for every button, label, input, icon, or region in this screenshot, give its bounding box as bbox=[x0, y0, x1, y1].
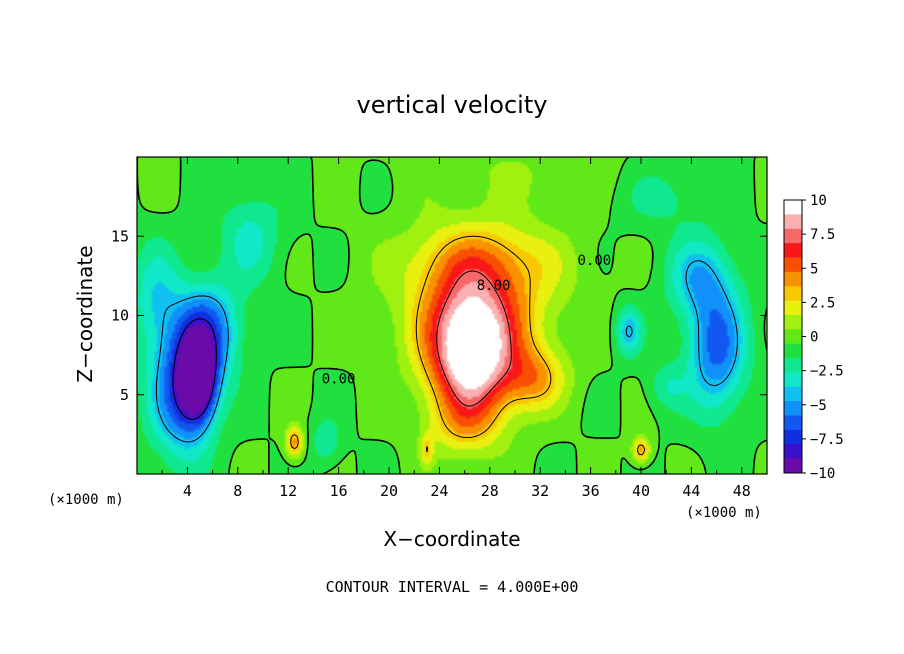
x-tick-label: 48 bbox=[733, 482, 751, 500]
y-axis-label: Z−coordinate bbox=[73, 245, 97, 382]
colorbar-swatch bbox=[784, 415, 802, 431]
y-tick-label: 15 bbox=[111, 227, 129, 245]
contour-line-level bbox=[155, 260, 738, 443]
contour-label: 0.00 bbox=[578, 253, 612, 269]
colorbar-swatch bbox=[784, 372, 802, 388]
x-tick-label: 36 bbox=[582, 482, 600, 500]
contour-line-level bbox=[290, 235, 645, 456]
colorbar-swatch bbox=[784, 401, 802, 417]
x-tick-label: 4 bbox=[183, 482, 192, 500]
colorbar-swatch bbox=[784, 228, 802, 244]
colorbar-swatch bbox=[784, 358, 802, 373]
x-tick-label: 28 bbox=[481, 482, 499, 500]
x-tick-label: 32 bbox=[531, 482, 549, 500]
colorbar-swatch bbox=[784, 200, 802, 215]
chart-title: vertical velocity bbox=[357, 91, 548, 119]
x-axis: 4 8 12 16 20 24 28 32 36 40 44 48 bbox=[161, 157, 751, 500]
contour-label: 0.00 bbox=[322, 372, 356, 388]
colorbar-swatch bbox=[784, 386, 802, 402]
colorbar-swatch bbox=[784, 300, 802, 316]
colorbar-swatch bbox=[784, 314, 802, 330]
colorbar-tick-label: 0 bbox=[810, 330, 818, 346]
x-tick-label: 20 bbox=[380, 482, 398, 500]
colorbar-swatch bbox=[784, 343, 802, 359]
x-tick-label: 16 bbox=[330, 482, 348, 500]
colorbar-tick-label: −10 bbox=[810, 466, 835, 482]
colorbar-swatch bbox=[784, 286, 802, 302]
colorbar-tick-label: 5 bbox=[810, 261, 818, 277]
colorbar-swatch bbox=[784, 444, 802, 460]
x-tick-label: 12 bbox=[279, 482, 297, 500]
colorbar-swatch bbox=[784, 458, 802, 474]
colorbar-swatch bbox=[784, 271, 802, 287]
contour-label: 8.00 bbox=[477, 278, 511, 294]
x-axis-label: X−coordinate bbox=[383, 527, 520, 551]
colorbar-swatch bbox=[784, 429, 802, 445]
x-unit-left: (×1000 m) bbox=[48, 492, 124, 508]
x-tick-label: 44 bbox=[682, 482, 700, 500]
colorbar-swatch bbox=[784, 214, 802, 230]
contour-lines bbox=[137, 157, 767, 474]
contour-line-level bbox=[436, 270, 512, 407]
colorbar-swatch bbox=[784, 243, 802, 258]
contour-line-level bbox=[172, 318, 217, 420]
colorbar-swatch bbox=[784, 257, 802, 273]
colorbar-tick-label: 7.5 bbox=[810, 227, 835, 243]
y-axis: 5 10 15 bbox=[111, 227, 767, 404]
colorbar-tick-label: −5 bbox=[810, 398, 827, 414]
colorbar-tick-label: −2.5 bbox=[810, 364, 844, 380]
contour-labels: 8.00 0.00 0.00 bbox=[322, 253, 611, 388]
velocity-field-heatmap bbox=[137, 157, 767, 474]
contour-interval-note: CONTOUR INTERVAL = 4.000E+00 bbox=[326, 578, 579, 596]
colorbar-swatch bbox=[784, 329, 802, 345]
colorbar: 10 7.5 5 2.5 0 −2.5 −5 −7.5 −10 bbox=[783, 193, 844, 482]
y-tick-label: 5 bbox=[120, 386, 129, 404]
x-tick-label: 24 bbox=[430, 482, 448, 500]
x-tick-label: 8 bbox=[233, 482, 242, 500]
y-tick-label: 10 bbox=[111, 307, 129, 325]
colorbar-tick-label: 10 bbox=[810, 193, 827, 209]
x-tick-label: 40 bbox=[632, 482, 650, 500]
colorbar-tick-label: 2.5 bbox=[810, 295, 835, 311]
colorbar-tick-label: −7.5 bbox=[810, 432, 844, 448]
x-unit-right: (×1000 m) bbox=[686, 505, 762, 521]
